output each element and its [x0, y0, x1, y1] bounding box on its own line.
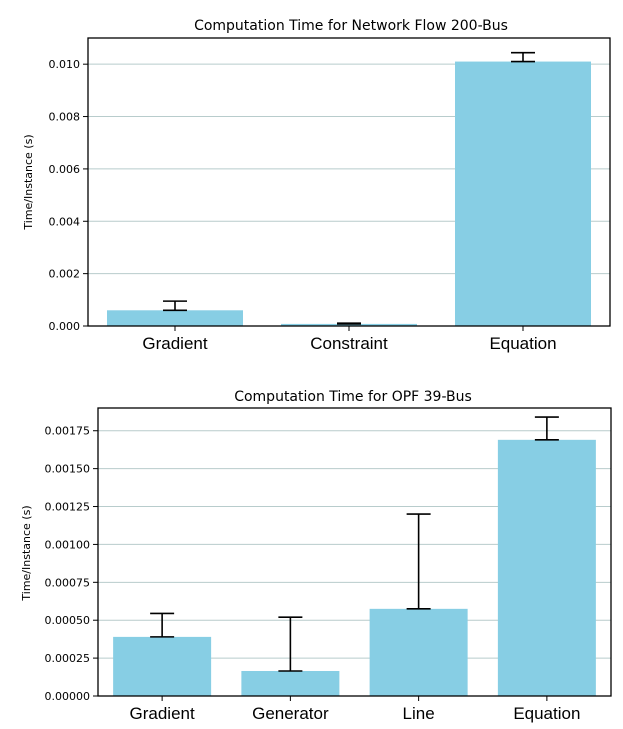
- bar-equation: [455, 61, 591, 327]
- y-tick-label: 0.00100: [45, 538, 91, 551]
- error-bars: [163, 51, 535, 325]
- y-tick-label: 0.00025: [45, 652, 91, 665]
- y-tick-label: 0.00075: [45, 576, 91, 589]
- bars: [113, 439, 596, 696]
- y-tick-label: 0.00000: [45, 690, 91, 703]
- opf-chart: Computation Time for OPF 39-Bus Time/Ins…: [20, 389, 612, 723]
- x-ticks: Gradient Constraint Equation: [142, 326, 557, 353]
- x-tick-label: Constraint: [310, 334, 388, 353]
- y-tick-label: 0.004: [49, 215, 81, 228]
- chart-title: Computation Time for Network Flow 200-Bu…: [194, 18, 508, 34]
- bar-generator: [241, 670, 340, 696]
- bar-line: [369, 608, 468, 696]
- y-tick-label: 0.00175: [45, 425, 91, 438]
- y-ticks: 0.00000 0.00025 0.00050 0.00075 0.00100 0.001…: [45, 425, 98, 703]
- bar-gradient: [113, 636, 212, 696]
- y-tick-label: 0.002: [49, 268, 81, 281]
- y-tick-label: 0.00050: [45, 614, 91, 627]
- y-tick-label: 0.000: [49, 320, 81, 333]
- y-axis-label: Time/Instance (s): [22, 134, 35, 230]
- error-bars: [150, 416, 559, 672]
- x-tick-label: Gradient: [130, 704, 195, 723]
- chart-title: Computation Time for OPF 39-Bus: [234, 389, 472, 405]
- y-tick-label: 0.00125: [45, 501, 91, 514]
- bar-constraint: [281, 323, 417, 326]
- bar-equation: [497, 439, 596, 696]
- y-tick-label: 0.010: [49, 58, 81, 71]
- x-tick-label: Generator: [252, 704, 329, 723]
- y-tick-label: 0.006: [49, 163, 81, 176]
- x-tick-label: Equation: [513, 704, 580, 723]
- y-tick-label: 0.00150: [45, 463, 91, 476]
- bar-gradient: [107, 310, 243, 326]
- network-flow-chart: Computation Time for Network Flow 200-Bu…: [22, 18, 611, 353]
- y-axis-label: Time/Instance (s): [20, 505, 33, 601]
- x-tick-label: Line: [403, 704, 435, 723]
- x-tick-label: Equation: [489, 334, 556, 353]
- y-ticks: 0.000 0.002 0.004 0.006 0.008 0.010: [49, 58, 88, 333]
- bars: [107, 61, 591, 327]
- y-tick-label: 0.008: [49, 111, 81, 124]
- plot-frame: [97, 407, 612, 697]
- x-tick-label: Gradient: [142, 334, 207, 353]
- x-ticks: Gradient Generator Line Equation: [130, 696, 580, 723]
